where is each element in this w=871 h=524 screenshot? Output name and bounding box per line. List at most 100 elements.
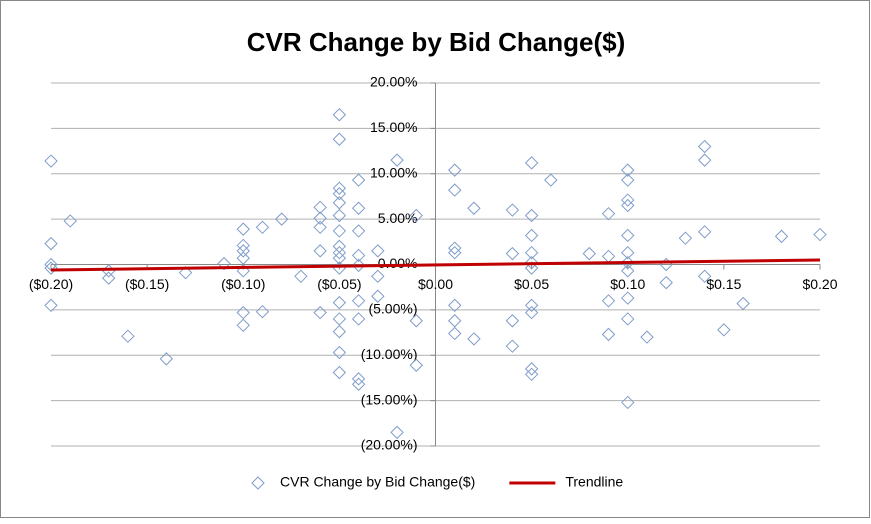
point [505, 203, 520, 217]
point [409, 358, 423, 372]
x-tick-label: $0.05 [514, 276, 549, 292]
point [332, 108, 347, 122]
point [332, 245, 347, 260]
point [640, 330, 654, 344]
x-tick-label: ($0.20) [29, 276, 73, 292]
point [774, 229, 789, 244]
point [351, 372, 366, 386]
y-tick-label: (5.00%) [368, 301, 417, 317]
point [332, 224, 347, 238]
point [697, 269, 712, 284]
point [371, 244, 385, 258]
point [236, 244, 250, 258]
trendline [50, 258, 821, 272]
point [351, 248, 366, 263]
point [697, 225, 712, 239]
point [390, 153, 404, 167]
point [63, 214, 77, 228]
point [524, 255, 539, 270]
point [524, 305, 539, 320]
point [44, 154, 58, 168]
chart-title: CVR Change by Bid Change($) [247, 27, 625, 57]
x-tick-label: ($0.05) [317, 276, 361, 292]
point [524, 228, 539, 243]
point [621, 264, 635, 278]
point [467, 201, 481, 215]
x-tick-label: ($0.10) [221, 276, 265, 292]
y-tick-label: (15.00%) [361, 391, 418, 407]
y-tick-label: 15.00% [370, 119, 417, 135]
point [236, 318, 250, 333]
point [544, 173, 558, 187]
point [351, 201, 366, 215]
y-tick-label: 10.00% [370, 164, 417, 180]
legend-label: Trendline [565, 474, 623, 490]
x-tick-label: $0.00 [418, 276, 453, 292]
point [255, 304, 270, 319]
point [621, 173, 635, 187]
point [351, 377, 366, 391]
point [505, 246, 520, 261]
x-tick-label: ($0.15) [125, 276, 169, 292]
y-tick-label: 5.00% [378, 210, 418, 226]
point [621, 312, 635, 326]
point [448, 298, 462, 313]
point [409, 208, 423, 223]
point [678, 231, 693, 245]
point [217, 256, 231, 271]
point [621, 255, 635, 270]
point [44, 298, 58, 313]
point [621, 228, 635, 243]
point [332, 295, 347, 310]
point [621, 395, 635, 410]
point [332, 365, 347, 380]
point [178, 265, 193, 280]
point [448, 183, 462, 197]
point [313, 244, 327, 258]
point [448, 241, 462, 255]
point [332, 345, 347, 360]
point [505, 339, 520, 353]
point [621, 291, 635, 305]
point [736, 296, 750, 311]
point [351, 173, 366, 187]
point [601, 206, 616, 221]
point [351, 312, 366, 326]
point [313, 200, 327, 215]
point [524, 367, 539, 382]
point [601, 294, 616, 308]
point [332, 132, 347, 146]
point [351, 258, 366, 273]
point [294, 269, 308, 284]
point [44, 257, 58, 272]
point [621, 193, 635, 207]
point [813, 227, 827, 242]
point [236, 222, 250, 236]
point [332, 251, 347, 265]
point [409, 314, 423, 328]
y-tick-label: (20.00%) [361, 437, 418, 453]
x-tick-label: $0.20 [802, 276, 837, 292]
point [524, 298, 539, 313]
point [524, 156, 539, 170]
x-tick-label: $0.10 [610, 276, 645, 292]
point [332, 208, 347, 223]
point [332, 324, 347, 339]
point [621, 163, 635, 177]
point [371, 289, 385, 303]
point [448, 326, 462, 341]
point [44, 261, 58, 275]
point [351, 224, 366, 238]
point [274, 212, 289, 226]
point [332, 181, 347, 195]
point [159, 352, 174, 366]
point [621, 198, 635, 213]
x-tick-label: $0.15 [706, 276, 741, 292]
point [44, 236, 58, 251]
point [313, 220, 327, 234]
point [697, 139, 712, 154]
point [313, 211, 327, 225]
point [101, 271, 116, 285]
